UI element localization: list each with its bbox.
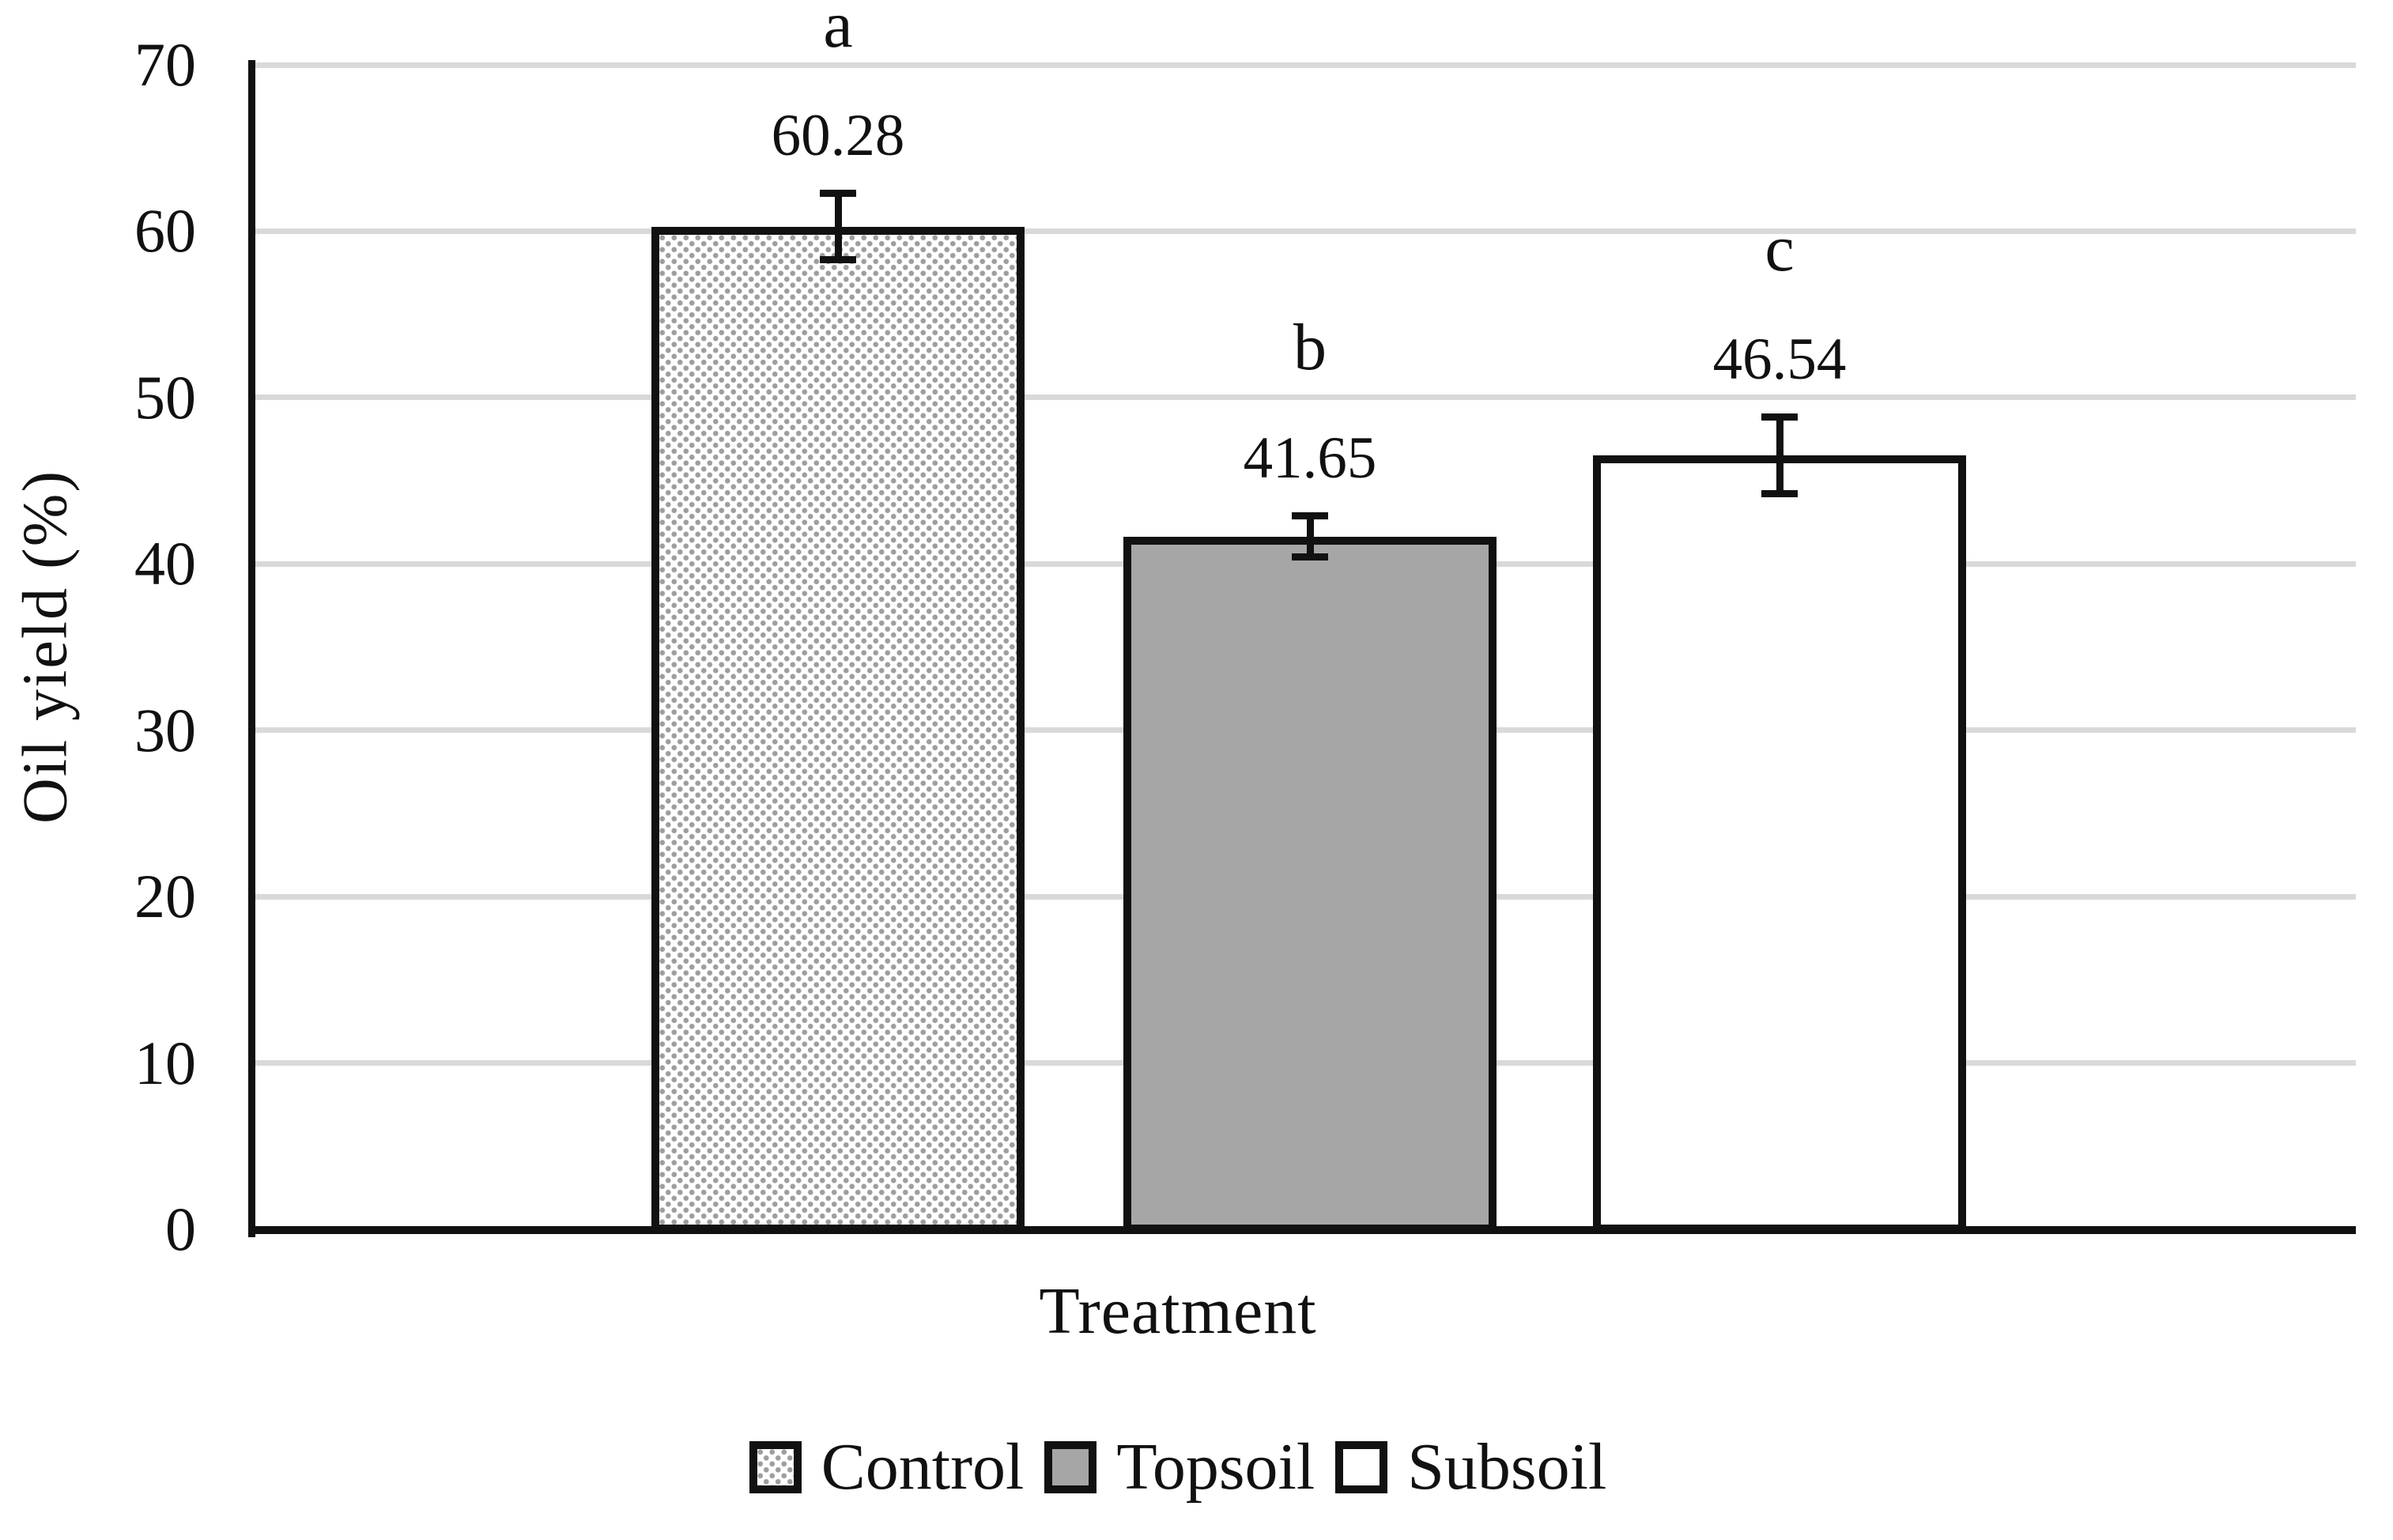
legend: Control Topsoil Subsoil: [0, 1428, 2356, 1507]
y-tick-label-0: 0: [165, 1195, 196, 1263]
y-axis-title: Oil yield (%): [10, 469, 81, 825]
legend-item-subsoil: Subsoil: [1335, 1428, 1606, 1507]
legend-swatch-control: [749, 1441, 802, 1493]
y-tick-label-30: 30: [134, 695, 196, 764]
gridline-70: [255, 62, 2356, 68]
error-bar-cap-bottom-2: [1292, 553, 1328, 561]
gridline-50: [255, 394, 2356, 401]
error-bar-cap-top-1: [820, 189, 856, 197]
bar-subsoil: [1593, 455, 1966, 1232]
legend-swatch-topsoil: [1044, 1441, 1097, 1493]
y-tick-label-20: 20: [134, 862, 196, 931]
legend-item-control: Control: [749, 1428, 1025, 1507]
value-label-1: 60.28: [771, 103, 905, 169]
error-bar-cap-top-2: [1292, 511, 1328, 519]
error-bar-line-2: [1306, 515, 1314, 557]
error-bar-line-1: [834, 193, 842, 260]
bar-topsoil: [1123, 536, 1497, 1232]
gridline-60: [255, 228, 2356, 234]
y-axis-line: [248, 60, 255, 1237]
x-axis-line: [248, 1226, 2356, 1234]
significance-letter-a: a: [823, 0, 853, 62]
error-bar-cap-bottom-1: [820, 256, 856, 264]
y-tick-label-50: 50: [134, 362, 196, 432]
legend-label-topsoil: Topsoil: [1116, 1430, 1315, 1504]
y-tick-label-60: 60: [134, 196, 196, 266]
legend-item-topsoil: Topsoil: [1044, 1428, 1315, 1507]
significance-letter-b: b: [1293, 311, 1327, 385]
error-bar-cap-top-3: [1761, 413, 1798, 421]
value-label-2: 41.65: [1243, 425, 1377, 492]
legend-label-control: Control: [821, 1430, 1025, 1504]
x-axis-title: Treatment: [1039, 1274, 1317, 1348]
error-bar-line-3: [1776, 417, 1783, 494]
legend-swatch-subsoil: [1335, 1441, 1388, 1493]
bar-control: [651, 226, 1025, 1232]
error-bar-cap-bottom-3: [1761, 489, 1798, 497]
y-tick-label-10: 10: [134, 1028, 196, 1097]
legend-label-subsoil: Subsoil: [1407, 1430, 1607, 1504]
significance-letter-c: c: [1765, 212, 1795, 286]
y-tick-label-40: 40: [134, 529, 196, 598]
value-label-3: 46.54: [1712, 326, 1847, 393]
y-tick-label-70: 70: [134, 30, 196, 99]
